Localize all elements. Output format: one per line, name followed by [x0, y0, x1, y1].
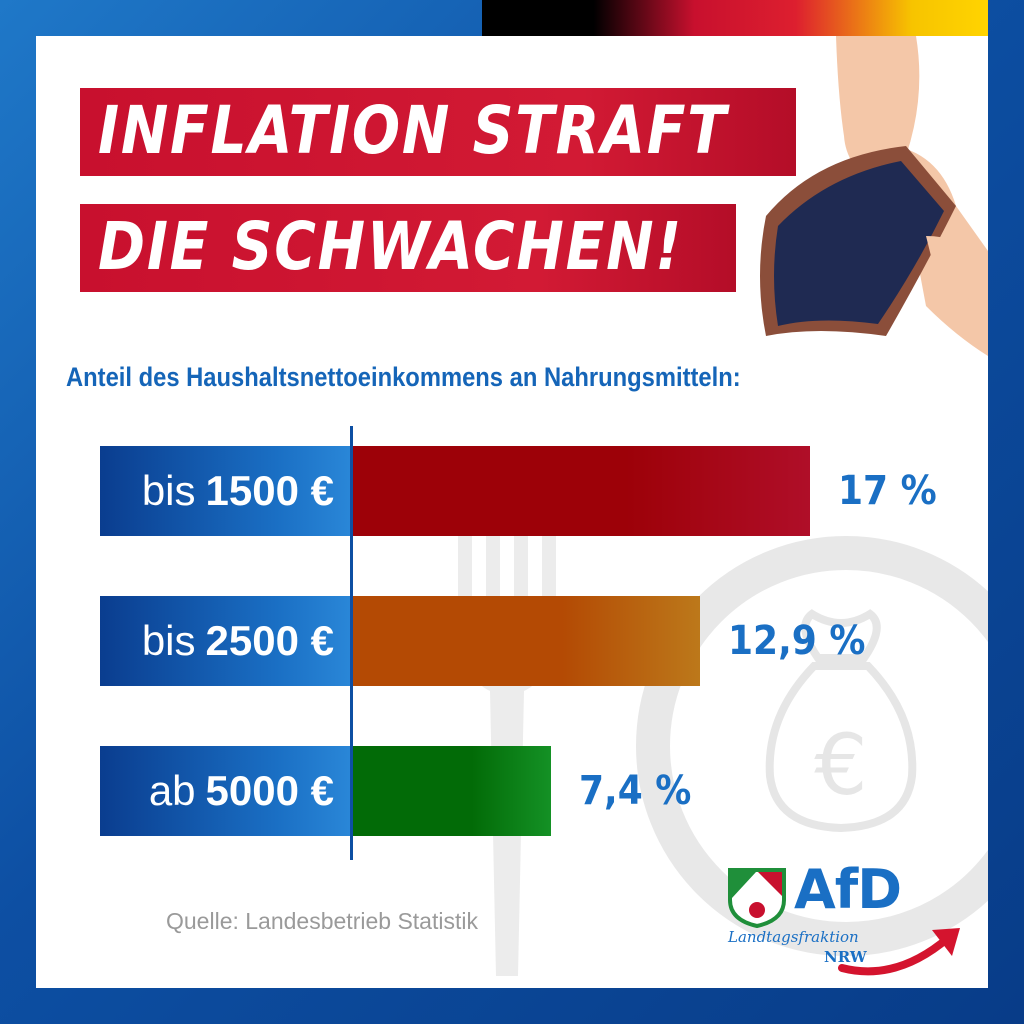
category-prefix: bis — [141, 467, 196, 514]
red-arrow-icon — [838, 928, 960, 976]
title-line-1: INFLATION STRAFT — [98, 92, 728, 169]
category-label-2: bis 2500 € — [100, 596, 352, 686]
svg-text:€: € — [814, 716, 867, 814]
logo-region: NRW — [824, 948, 867, 966]
category-label-3: ab 5000 € — [100, 746, 352, 836]
money-bag-icon: € — [765, 609, 917, 833]
title-line-2: DIE SCHWACHEN! — [98, 208, 683, 285]
value-label-1: 17 % — [838, 468, 937, 514]
category-amount: 5000 € — [205, 767, 334, 814]
infographic-card: € INFLATION STRAFT DIE SCHWACHEN! Anteil… — [36, 36, 988, 988]
logo-subtitle: Landtagsfraktion — [728, 928, 859, 946]
category-prefix: bis — [141, 617, 196, 664]
value-label-2: 12,9 % — [728, 618, 866, 664]
chart-subtitle: Anteil des Haushaltsnettoeinkommens an N… — [66, 362, 741, 392]
bar-bis-2500 — [352, 596, 700, 686]
afd-logo: AfD Landtagsfraktion NRW — [726, 858, 966, 983]
bar-bis-1500 — [352, 446, 810, 536]
source-note: Quelle: Landesbetrieb Statistik — [166, 908, 478, 934]
german-flag-stripe — [482, 0, 988, 36]
category-prefix: ab — [148, 767, 196, 814]
category-label-1: bis 1500 € — [100, 446, 352, 536]
category-amount: 1500 € — [205, 467, 334, 514]
logo-wordmark: AfD — [794, 858, 902, 921]
title-line-2-background — [80, 204, 736, 292]
bar-ab-5000 — [352, 746, 551, 836]
nrw-coat-of-arms-icon — [728, 868, 786, 928]
value-label-3: 7,4 % — [579, 768, 692, 814]
title-line-1-background — [80, 88, 796, 176]
empty-wallet-icon — [760, 36, 988, 356]
category-amount: 2500 € — [205, 617, 334, 664]
chart-axis-line — [350, 426, 353, 860]
